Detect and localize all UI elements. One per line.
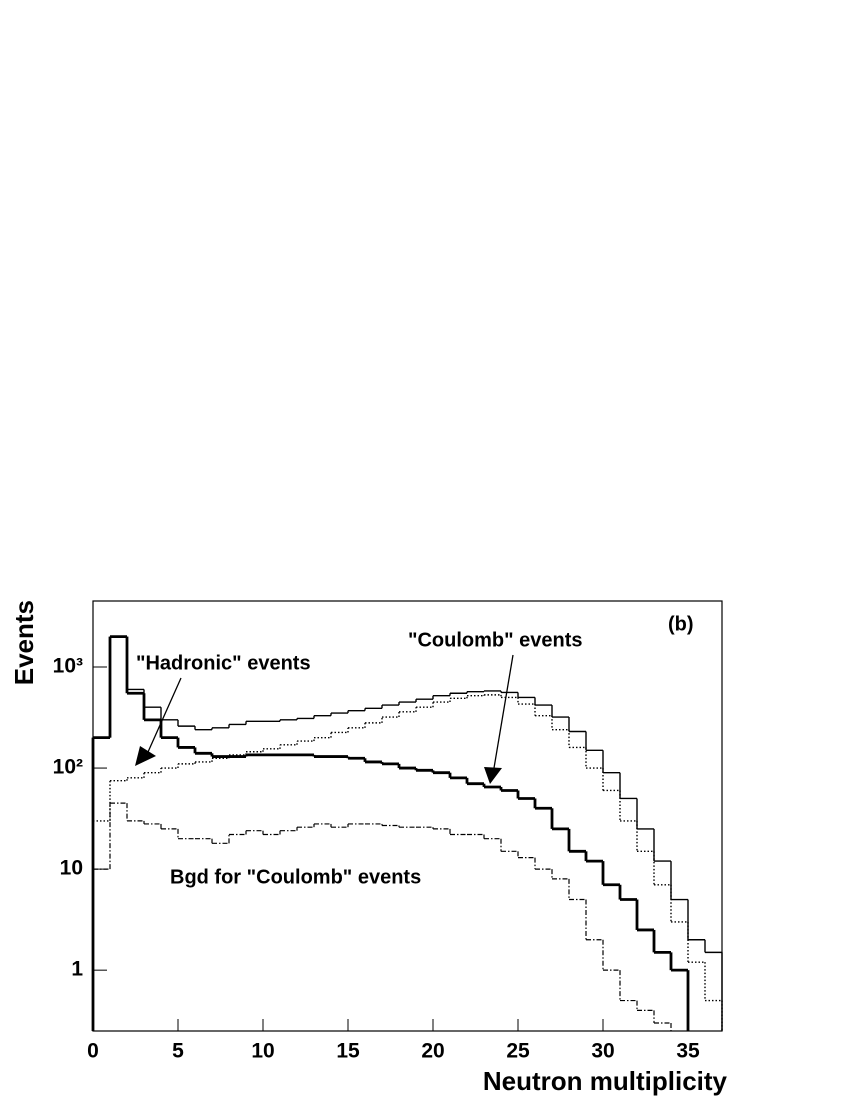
x-tick-label: 20: [421, 1040, 444, 1063]
x-tick-label: 30: [591, 1040, 614, 1063]
arrow: [493, 654, 514, 769]
x-tick-label: 15: [336, 1040, 360, 1063]
arrow: [147, 677, 182, 753]
x-tick-label: 10: [251, 1040, 274, 1063]
y-tick-label: 10³: [53, 655, 83, 678]
annotation: "Hadronic" events: [136, 652, 311, 674]
annotation: Bgd for "Coulomb" events: [170, 866, 421, 888]
y-tick-label: 10²: [53, 756, 83, 779]
panel-label: (b): [668, 613, 694, 635]
x-tick-label: 25: [506, 1040, 530, 1063]
y-tick-label: 1: [71, 958, 83, 981]
y-tick-label: 10: [60, 857, 83, 880]
annotation: "Coulomb" events: [408, 629, 583, 651]
x-tick-label: 0: [87, 1040, 99, 1063]
arrowhead: [135, 746, 156, 766]
arrowhead: [484, 767, 502, 784]
y-axis-title: Events: [9, 600, 39, 685]
x-tick-label: 35: [676, 1040, 700, 1063]
x-axis-title: Neutron multiplicity: [483, 1066, 728, 1096]
x-tick-label: 5: [172, 1040, 184, 1063]
